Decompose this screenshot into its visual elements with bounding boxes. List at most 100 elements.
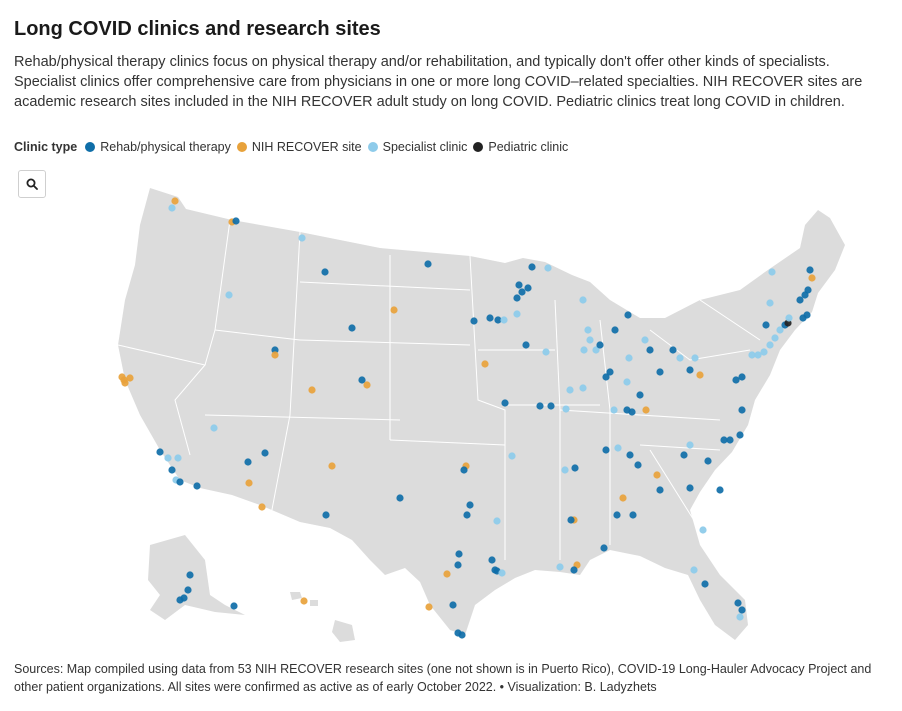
specialist-clinic-marker[interactable] <box>542 348 550 356</box>
specialist-clinic-marker[interactable] <box>168 204 176 212</box>
rehab-clinic-marker[interactable] <box>524 284 532 292</box>
rehab-clinic-marker[interactable] <box>656 368 664 376</box>
rehab-clinic-marker[interactable] <box>686 484 694 492</box>
nih-recover-site-marker[interactable] <box>245 479 253 487</box>
rehab-clinic-marker[interactable] <box>460 466 468 474</box>
specialist-clinic-marker[interactable] <box>508 452 516 460</box>
nih-recover-site-marker[interactable] <box>258 503 266 511</box>
rehab-clinic-marker[interactable] <box>463 511 471 519</box>
specialist-clinic-marker[interactable] <box>493 517 501 525</box>
rehab-clinic-marker[interactable] <box>600 544 608 552</box>
specialist-clinic-marker[interactable] <box>561 466 569 474</box>
rehab-clinic-marker[interactable] <box>358 376 366 384</box>
specialist-clinic-marker[interactable] <box>766 299 774 307</box>
rehab-clinic-marker[interactable] <box>656 486 664 494</box>
rehab-clinic-marker[interactable] <box>488 556 496 564</box>
rehab-clinic-marker[interactable] <box>449 601 457 609</box>
specialist-clinic-marker[interactable] <box>614 444 622 452</box>
specialist-clinic-marker[interactable] <box>768 268 776 276</box>
rehab-clinic-marker[interactable] <box>528 263 536 271</box>
specialist-clinic-marker[interactable] <box>760 348 768 356</box>
nih-recover-site-marker[interactable] <box>308 386 316 394</box>
specialist-clinic-marker[interactable] <box>766 341 774 349</box>
rehab-clinic-marker[interactable] <box>596 341 604 349</box>
specialist-clinic-marker[interactable] <box>579 384 587 392</box>
rehab-clinic-marker[interactable] <box>515 281 523 289</box>
rehab-clinic-marker[interactable] <box>626 451 634 459</box>
specialist-clinic-marker[interactable] <box>736 613 744 621</box>
rehab-clinic-marker[interactable] <box>396 494 404 502</box>
rehab-clinic-marker[interactable] <box>804 286 812 294</box>
nih-recover-site-marker[interactable] <box>808 274 816 282</box>
rehab-clinic-marker[interactable] <box>522 341 530 349</box>
specialist-clinic-marker[interactable] <box>592 346 600 354</box>
rehab-clinic-marker[interactable] <box>176 478 184 486</box>
rehab-clinic-marker[interactable] <box>348 324 356 332</box>
rehab-clinic-marker[interactable] <box>458 631 466 639</box>
nih-recover-site-marker[interactable] <box>642 406 650 414</box>
rehab-clinic-marker[interactable] <box>796 296 804 304</box>
specialist-clinic-marker[interactable] <box>586 336 594 344</box>
nih-recover-site-marker[interactable] <box>390 306 398 314</box>
rehab-clinic-marker[interactable] <box>156 448 164 456</box>
rehab-clinic-marker[interactable] <box>491 566 499 574</box>
rehab-clinic-marker[interactable] <box>567 516 575 524</box>
rehab-clinic-marker[interactable] <box>720 436 728 444</box>
specialist-clinic-marker[interactable] <box>785 314 793 322</box>
rehab-clinic-marker[interactable] <box>424 260 432 268</box>
specialist-clinic-marker[interactable] <box>579 296 587 304</box>
specialist-clinic-marker[interactable] <box>686 441 694 449</box>
specialist-clinic-marker[interactable] <box>225 291 233 299</box>
rehab-clinic-marker[interactable] <box>669 346 677 354</box>
specialist-clinic-marker[interactable] <box>544 264 552 272</box>
specialist-clinic-marker[interactable] <box>580 346 588 354</box>
specialist-clinic-marker[interactable] <box>625 354 633 362</box>
rehab-clinic-marker[interactable] <box>470 317 478 325</box>
rehab-clinic-marker[interactable] <box>232 217 240 225</box>
specialist-clinic-marker[interactable] <box>691 354 699 362</box>
rehab-clinic-marker[interactable] <box>244 458 252 466</box>
rehab-clinic-marker[interactable] <box>732 376 740 384</box>
nih-recover-site-marker[interactable] <box>300 597 308 605</box>
rehab-clinic-marker[interactable] <box>628 408 636 416</box>
nih-recover-site-marker[interactable] <box>271 351 279 359</box>
nih-recover-site-marker[interactable] <box>481 360 489 368</box>
nih-recover-site-marker[interactable] <box>171 197 179 205</box>
legend-item-specialist[interactable]: Specialist clinic <box>367 140 467 154</box>
specialist-clinic-marker[interactable] <box>513 310 521 318</box>
rehab-clinic-marker[interactable] <box>193 482 201 490</box>
rehab-clinic-marker[interactable] <box>570 566 578 574</box>
nih-recover-site-marker[interactable] <box>328 462 336 470</box>
specialist-clinic-marker[interactable] <box>298 234 306 242</box>
nih-recover-site-marker[interactable] <box>120 376 128 384</box>
rehab-clinic-marker[interactable] <box>738 406 746 414</box>
rehab-clinic-marker[interactable] <box>455 550 463 558</box>
specialist-clinic-marker[interactable] <box>690 566 698 574</box>
rehab-clinic-marker[interactable] <box>701 580 709 588</box>
rehab-clinic-marker[interactable] <box>184 586 192 594</box>
rehab-clinic-marker[interactable] <box>571 464 579 472</box>
rehab-clinic-marker[interactable] <box>762 321 770 329</box>
rehab-clinic-marker[interactable] <box>602 373 610 381</box>
specialist-clinic-marker[interactable] <box>584 326 592 334</box>
legend-item-pediatric[interactable]: Pediatric clinic <box>473 140 568 154</box>
specialist-clinic-marker[interactable] <box>623 378 631 386</box>
rehab-clinic-marker[interactable] <box>606 368 614 376</box>
rehab-clinic-marker[interactable] <box>321 268 329 276</box>
nih-recover-site-marker[interactable] <box>126 374 134 382</box>
rehab-clinic-marker[interactable] <box>513 294 521 302</box>
rehab-clinic-marker[interactable] <box>486 314 494 322</box>
nih-recover-site-marker[interactable] <box>696 371 704 379</box>
rehab-clinic-marker[interactable] <box>501 399 509 407</box>
rehab-clinic-marker[interactable] <box>704 457 712 465</box>
rehab-clinic-marker[interactable] <box>629 511 637 519</box>
nih-recover-site-marker[interactable] <box>619 494 627 502</box>
rehab-clinic-marker[interactable] <box>738 373 746 381</box>
rehab-clinic-marker[interactable] <box>716 486 724 494</box>
specialist-clinic-marker[interactable] <box>641 336 649 344</box>
rehab-clinic-marker[interactable] <box>322 511 330 519</box>
nih-recover-site-marker[interactable] <box>363 381 371 389</box>
rehab-clinic-marker[interactable] <box>547 402 555 410</box>
rehab-clinic-marker[interactable] <box>726 436 734 444</box>
rehab-clinic-marker[interactable] <box>624 311 632 319</box>
